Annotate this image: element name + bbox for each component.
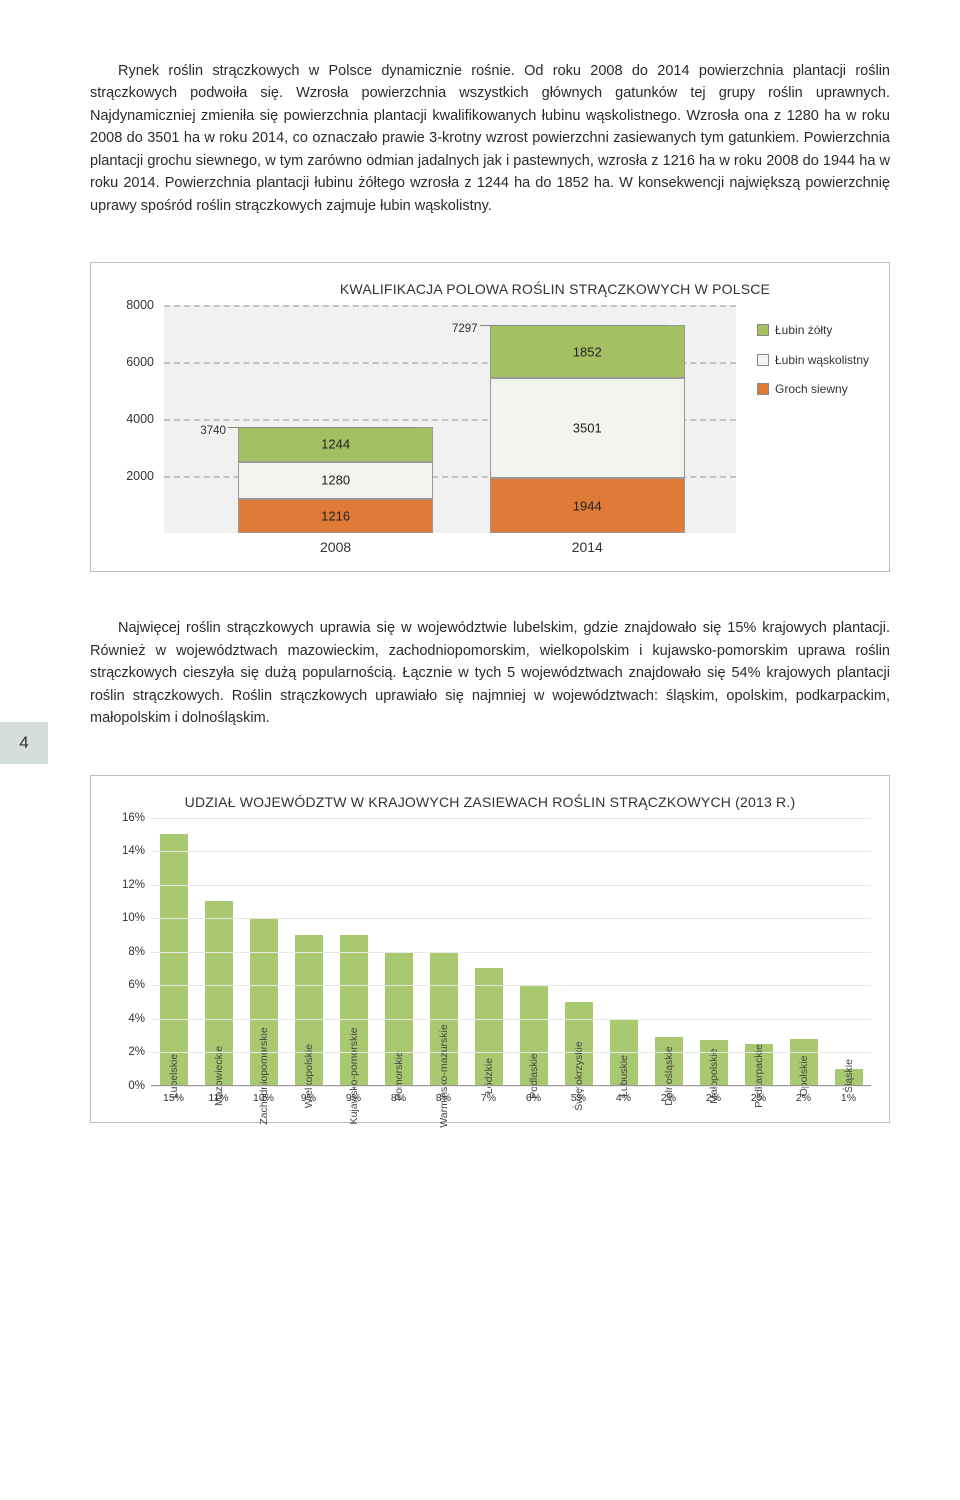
chart-1-segment: 1280 bbox=[238, 462, 432, 498]
chart-2-ytick: 4% bbox=[109, 1013, 145, 1025]
chart-2-body: 0%2%4%6%8%10%12%14%16% LubelskieMazowiec… bbox=[109, 818, 871, 1108]
chart-2-ytick: 0% bbox=[109, 1080, 145, 1092]
chart-2-bar-label: Warmińsko-mazurskie bbox=[438, 1024, 450, 1127]
chart-2-gridline bbox=[151, 1052, 871, 1053]
chart-2-title: UDZIAŁ WOJEWÓDZTW W KRAJOWYCH ZASIEWACH … bbox=[109, 794, 871, 810]
legend-label: Łubin żółty bbox=[775, 323, 832, 339]
chart-2-bar: Podlaskie bbox=[520, 985, 548, 1086]
chart-1-legend-item: Łubin żółty bbox=[757, 323, 875, 339]
chart-1-total-label: 3740 bbox=[198, 425, 228, 437]
page-number: 4 bbox=[19, 733, 28, 753]
chart-2-gridline bbox=[151, 1086, 871, 1087]
chart-2-pct-label: 10% bbox=[253, 1092, 274, 1104]
chart-2-pct-label: 8% bbox=[436, 1092, 451, 1104]
chart-2-ytick: 8% bbox=[109, 946, 145, 958]
chart-1-stack: 1244 1280 1216 bbox=[238, 427, 432, 534]
chart-2-bar: Dolnośląskie bbox=[655, 1037, 683, 1086]
chart-2-pct-label: 2% bbox=[661, 1092, 676, 1104]
chart-2-gridline bbox=[151, 918, 871, 919]
chart-2-bar: Mazowieckie bbox=[205, 901, 233, 1085]
page-number-tab: 4 bbox=[0, 722, 48, 764]
chart-2-pct-label: 8% bbox=[391, 1092, 406, 1104]
chart-2-gridline bbox=[151, 885, 871, 886]
chart-2-pct-label: 15% bbox=[163, 1092, 184, 1104]
chart-2-pct-label: 6% bbox=[526, 1092, 541, 1104]
legend-swatch bbox=[757, 354, 769, 366]
chart-1-legend: Łubin żółty Łubin wąskolistny Groch siewny bbox=[757, 323, 875, 412]
chart-2-pct-label: 2% bbox=[796, 1092, 811, 1104]
chart-1-xlabel: 2008 bbox=[320, 539, 351, 555]
chart-2-bar: Świętokrzyskie bbox=[565, 1002, 593, 1086]
chart-2-pct-row: 15% 11% 10% 9% 9% 8% 8% 7% 6% 5% 4% 2% 2% 2% 2% 1% bbox=[151, 1088, 871, 1108]
paragraph-1: Rynek roślin strączkowych w Polsce dynam… bbox=[90, 60, 890, 217]
chart-2-gridline bbox=[151, 985, 871, 986]
chart-1-ytick: 6000 bbox=[109, 355, 154, 369]
chart-2-pct-label: 5% bbox=[571, 1092, 586, 1104]
chart-2-plot: Lubelskie Mazowieckie Zachodniopomorskie Wi… bbox=[151, 818, 871, 1108]
chart-2-bar: Zachodniopomorskie bbox=[250, 918, 278, 1086]
chart-2-ytick: 2% bbox=[109, 1046, 145, 1058]
chart-2-gridline bbox=[151, 952, 871, 953]
chart-1-segment-label: 1216 bbox=[321, 508, 350, 523]
chart-1-segment-label: 1852 bbox=[573, 344, 602, 359]
chart-1-yaxis: 2000400060008000 bbox=[109, 305, 164, 533]
chart-1-plot: 1244 1280 1216 3740 1852 3501 1944 7297 bbox=[164, 305, 736, 533]
chart-1-ytick: 2000 bbox=[109, 469, 154, 483]
chart-2-pct-label: 4% bbox=[616, 1092, 631, 1104]
chart-2-ytick: 12% bbox=[109, 879, 145, 891]
chart-2-gridline bbox=[151, 818, 871, 819]
chart-2-ytick: 10% bbox=[109, 912, 145, 924]
paragraph-2: Najwięcej roślin strączkowych uprawia si… bbox=[90, 617, 890, 729]
chart-1-stack: 1852 3501 1944 bbox=[490, 325, 684, 533]
chart-2-ytick: 16% bbox=[109, 812, 145, 824]
chart-1-container: KWALIFIKACJA POLOWA ROŚLIN STRĄCZKOWYCH … bbox=[90, 262, 890, 572]
chart-2-gridline bbox=[151, 851, 871, 852]
chart-1-segment-label: 1944 bbox=[573, 498, 602, 513]
chart-2-yaxis: 0%2%4%6%8%10%12%14%16% bbox=[109, 818, 151, 1108]
chart-1-segment-label: 1280 bbox=[321, 473, 350, 488]
chart-2-bar: Śląskie bbox=[835, 1069, 863, 1086]
chart-2-pct-label: 9% bbox=[346, 1092, 361, 1104]
chart-1-segment: 1244 bbox=[238, 427, 432, 462]
chart-2-bar: Lubelskie bbox=[160, 834, 188, 1085]
chart-2-bar: Kujawsko-pomorskie bbox=[340, 935, 368, 1086]
chart-1-ytick: 8000 bbox=[109, 298, 154, 312]
chart-2-pct-label: 2% bbox=[706, 1092, 721, 1104]
chart-2-bar: Małopolskie bbox=[700, 1040, 728, 1085]
chart-2-pct-label: 7% bbox=[481, 1092, 496, 1104]
chart-1-xlabel: 2014 bbox=[572, 539, 603, 555]
chart-1-segment: 1216 bbox=[238, 499, 432, 534]
chart-1-total-line bbox=[210, 427, 416, 428]
chart-1-gridline bbox=[164, 305, 736, 307]
chart-1-total-label: 7297 bbox=[450, 323, 480, 335]
chart-1-legend-item: Łubin wąskolistny bbox=[757, 353, 875, 369]
chart-1-ytick: 4000 bbox=[109, 412, 154, 426]
chart-2-gridline bbox=[151, 1019, 871, 1020]
chart-1-segment: 1944 bbox=[490, 478, 684, 533]
chart-1-xlabels: 2008 2014 bbox=[164, 533, 736, 557]
chart-2-pct-label: 9% bbox=[301, 1092, 316, 1104]
legend-swatch bbox=[757, 324, 769, 336]
chart-1-total-line bbox=[461, 325, 667, 326]
chart-2-container: UDZIAŁ WOJEWÓDZTW W KRAJOWYCH ZASIEWACH … bbox=[90, 775, 890, 1123]
chart-2-ytick: 6% bbox=[109, 979, 145, 991]
chart-2-bar-label: Zachodniopomorskie bbox=[258, 1027, 270, 1124]
chart-2-bar: Opolskie bbox=[790, 1039, 818, 1086]
legend-label: Łubin wąskolistny bbox=[775, 353, 869, 369]
chart-2-ytick: 14% bbox=[109, 845, 145, 857]
chart-1-segment: 1852 bbox=[490, 325, 684, 378]
legend-label: Groch siewny bbox=[775, 382, 848, 398]
chart-2-pct-label: 2% bbox=[751, 1092, 766, 1104]
chart-2-bar-label: Kujawsko-pomorskie bbox=[348, 1027, 360, 1124]
chart-1-segment: 3501 bbox=[490, 378, 684, 478]
chart-2-pct-label: 11% bbox=[208, 1092, 228, 1104]
legend-swatch bbox=[757, 383, 769, 395]
chart-1-title: KWALIFIKACJA POLOWA ROŚLIN STRĄCZKOWYCH … bbox=[239, 281, 871, 297]
chart-2-bar: Wielkopolskie bbox=[295, 935, 323, 1086]
chart-1-segment-label: 1244 bbox=[321, 437, 350, 452]
chart-2-bar: Podkarpackie bbox=[745, 1044, 773, 1086]
chart-1-segment-label: 3501 bbox=[573, 421, 602, 436]
chart-2-pct-label: 1% bbox=[841, 1092, 856, 1104]
chart-1-legend-item: Groch siewny bbox=[757, 382, 875, 398]
